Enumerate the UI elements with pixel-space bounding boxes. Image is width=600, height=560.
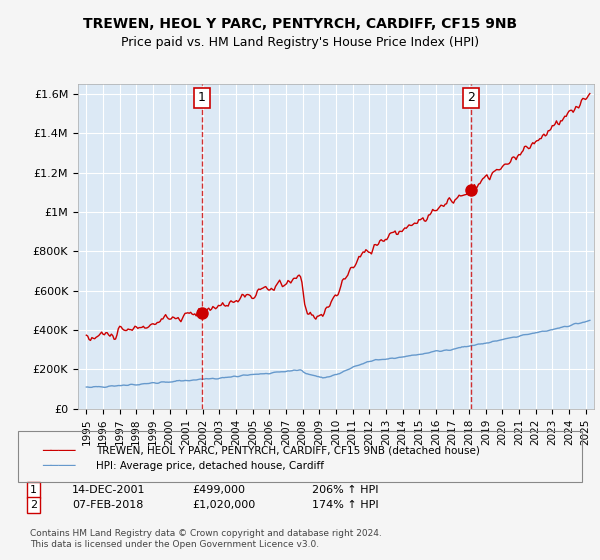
Text: TREWEN, HEOL Y PARC, PENTYRCH, CARDIFF, CF15 9NB (detached house): TREWEN, HEOL Y PARC, PENTYRCH, CARDIFF, … xyxy=(96,446,480,456)
Text: 1: 1 xyxy=(198,91,206,104)
Text: £499,000: £499,000 xyxy=(192,485,245,495)
Text: HPI: Average price, detached house, Cardiff: HPI: Average price, detached house, Card… xyxy=(96,461,324,471)
Text: £1,020,000: £1,020,000 xyxy=(192,500,255,510)
Text: 1: 1 xyxy=(30,485,37,495)
Text: ────: ──── xyxy=(42,459,76,473)
Text: Contains HM Land Registry data © Crown copyright and database right 2024.
This d: Contains HM Land Registry data © Crown c… xyxy=(30,529,382,549)
Text: ────: ──── xyxy=(42,444,76,458)
Text: 2: 2 xyxy=(30,500,37,510)
Text: Price paid vs. HM Land Registry's House Price Index (HPI): Price paid vs. HM Land Registry's House … xyxy=(121,36,479,49)
Text: 14-DEC-2001: 14-DEC-2001 xyxy=(72,485,146,495)
Text: 174% ↑ HPI: 174% ↑ HPI xyxy=(312,500,379,510)
Text: 07-FEB-2018: 07-FEB-2018 xyxy=(72,500,143,510)
Text: TREWEN, HEOL Y PARC, PENTYRCH, CARDIFF, CF15 9NB: TREWEN, HEOL Y PARC, PENTYRCH, CARDIFF, … xyxy=(83,17,517,31)
Text: 206% ↑ HPI: 206% ↑ HPI xyxy=(312,485,379,495)
Text: 2: 2 xyxy=(467,91,475,104)
